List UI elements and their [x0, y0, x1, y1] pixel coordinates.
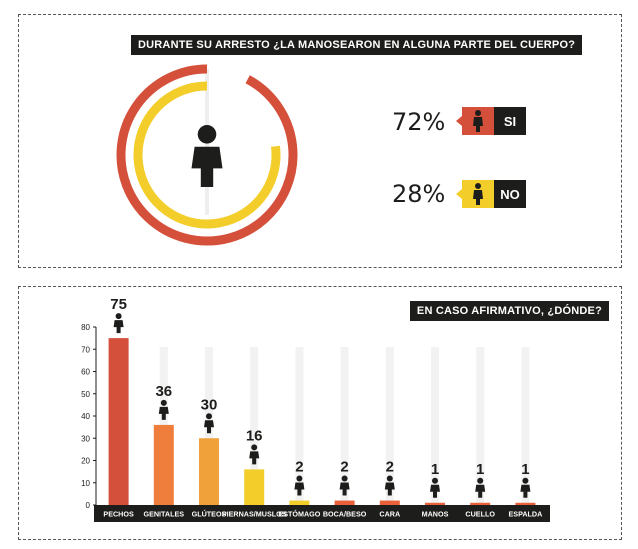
category-label: ESPALDA — [508, 510, 542, 519]
woman-icon — [520, 477, 531, 498]
category-label: BOCA/BESO — [323, 510, 367, 519]
y-tick-label: 0 — [86, 501, 91, 510]
data-label: 1 — [521, 461, 529, 478]
tag-si-label: SI — [494, 107, 526, 135]
woman-icon — [339, 475, 350, 496]
data-label: 75 — [110, 296, 127, 313]
data-label: 30 — [201, 396, 218, 413]
data-label: 2 — [340, 459, 348, 476]
chart-title: EN CASO AFIRMATIVO, ¿DÓNDE? — [409, 301, 609, 321]
category-label: GENITALES — [143, 510, 184, 519]
bar — [334, 500, 355, 505]
category-label: PECHOS — [103, 510, 134, 519]
category-label: PIERNAS/MUSLOS — [222, 510, 287, 519]
data-label: 2 — [295, 459, 303, 476]
percent-si: 72% — [392, 108, 446, 136]
bar — [425, 502, 445, 505]
y-tick-label: 70 — [81, 345, 90, 354]
category-label: MANOS — [422, 510, 449, 519]
woman-icon — [473, 110, 483, 132]
question-title: DURANTE SU ARRESTO ¿LA MANOSEARON EN ALG… — [131, 35, 583, 55]
bar — [289, 500, 310, 505]
bar — [244, 469, 265, 505]
y-tick-label: 60 — [81, 368, 90, 377]
ring-si — [116, 64, 298, 246]
bar-track — [295, 347, 304, 505]
y-tick-label: 30 — [81, 434, 90, 443]
bar-track — [340, 347, 349, 505]
woman-icon — [384, 475, 395, 496]
woman-icon — [191, 125, 223, 187]
y-tick-label: 50 — [81, 390, 90, 399]
category-band — [94, 505, 550, 522]
bar — [153, 424, 174, 505]
tag-no-swatch — [456, 180, 494, 208]
y-tick-label: 20 — [81, 457, 90, 466]
bar — [108, 338, 129, 505]
woman-icon — [294, 475, 305, 496]
woman-icon — [473, 183, 483, 205]
bar — [470, 502, 491, 505]
tag-si: SI — [456, 107, 526, 135]
y-tick-label: 80 — [81, 323, 90, 332]
category-label: CARA — [379, 510, 400, 519]
data-label: 2 — [386, 459, 394, 476]
woman-icon — [113, 313, 124, 334]
ring-no — [133, 81, 281, 229]
bar — [515, 502, 536, 505]
bar-track — [385, 347, 394, 505]
tag-no-label: NO — [494, 180, 526, 208]
data-label: 36 — [155, 383, 172, 400]
data-label: 1 — [431, 461, 439, 478]
data-label: 16 — [246, 427, 263, 444]
y-tick-label: 40 — [81, 412, 90, 421]
y-tick-label: 10 — [81, 479, 90, 488]
category-label: CUELLO — [465, 510, 495, 519]
bar-track — [431, 347, 439, 505]
bar-track — [476, 347, 485, 505]
bar-track — [521, 347, 530, 505]
bar — [199, 438, 219, 505]
bar-track — [250, 347, 259, 505]
data-label: 1 — [476, 461, 484, 478]
category-label: GLÚTEOS — [192, 510, 227, 519]
woman-icon — [204, 413, 214, 434]
percent-no: 28% — [392, 180, 446, 208]
tag-no: NO — [456, 180, 526, 208]
category-label: ESTÓMAGO — [278, 510, 320, 519]
woman-icon — [158, 399, 169, 420]
tag-si-swatch — [456, 107, 494, 135]
woman-icon — [475, 477, 486, 498]
bar — [379, 500, 400, 505]
woman-icon — [430, 477, 440, 498]
woman-icon — [249, 444, 260, 465]
